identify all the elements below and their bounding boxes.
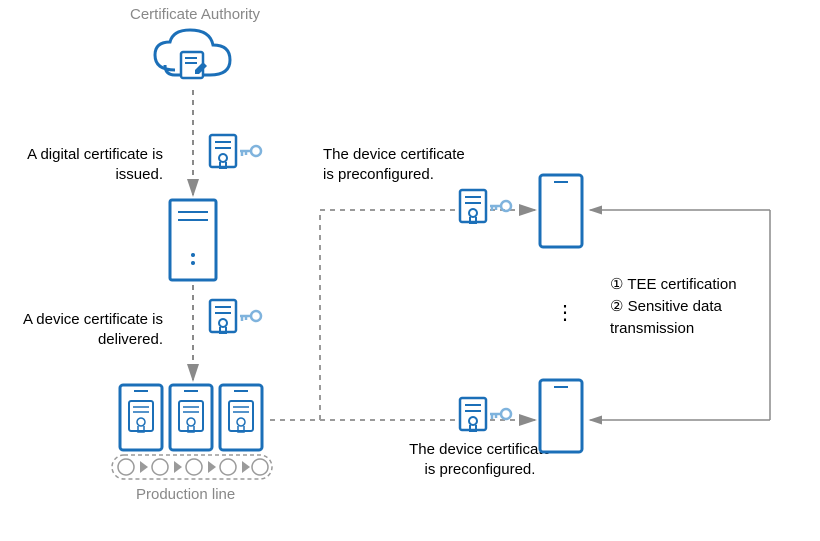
- edge-devices-bidir: [590, 210, 770, 420]
- device-bottom-icon: [540, 380, 582, 452]
- diagram-svg: [0, 0, 820, 541]
- device-top-icon: [540, 175, 582, 247]
- server-icon: [170, 200, 216, 280]
- edge-prod-device-top: [270, 210, 535, 420]
- production-line-icon: [112, 385, 272, 479]
- cert-key-icon-4: [460, 398, 511, 431]
- cloud-ca-icon: [155, 30, 230, 78]
- cert-key-icon-2: [210, 300, 261, 333]
- cert-key-icon-1: [210, 135, 261, 168]
- cert-key-icon-3: [460, 190, 511, 223]
